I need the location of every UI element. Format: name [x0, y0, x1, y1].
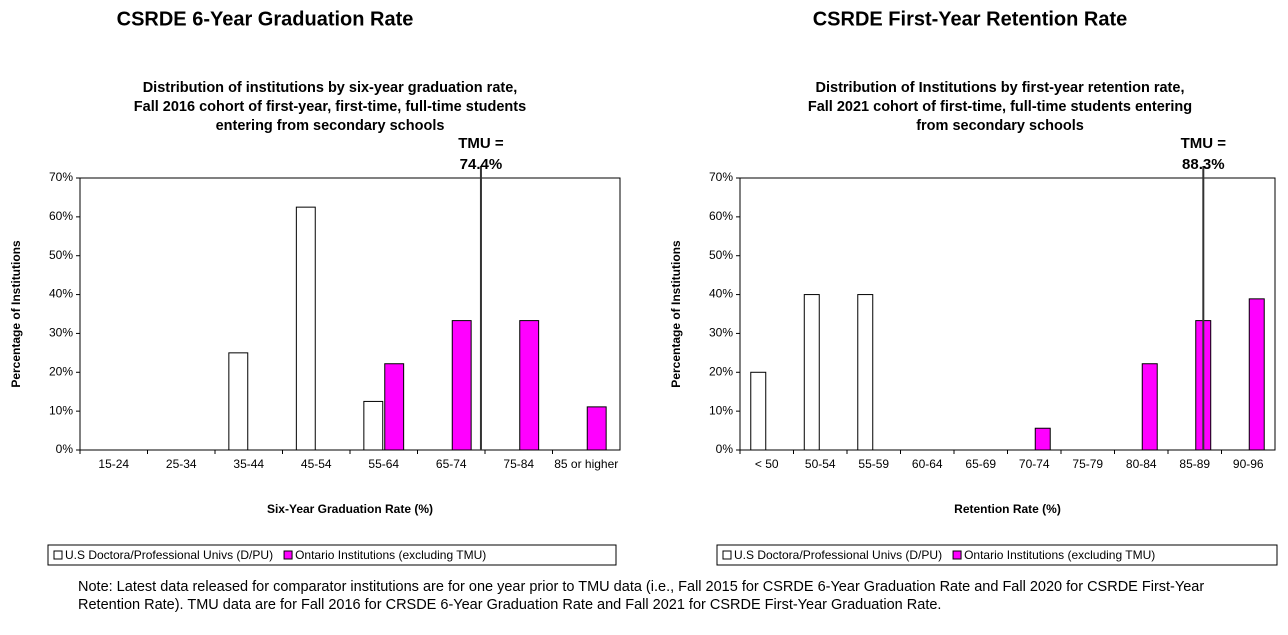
x-tick-label: 55-64 [368, 457, 399, 471]
x-axis-title: Retention Rate (%) [954, 502, 1061, 516]
y-axis-title: Percentage of Institutions [669, 240, 683, 388]
chart-title: from secondary schools [916, 118, 1084, 134]
bar [451, 320, 472, 451]
x-tick-label: 55-59 [858, 457, 889, 471]
x-tick-label: 60-64 [912, 457, 943, 471]
legend-label: U.S Doctora/Professional Univs (D/PU) [734, 548, 942, 562]
y-tick-label: 10% [49, 403, 73, 417]
y-tick-label: 20% [49, 364, 73, 378]
x-tick-label: 85-89 [1179, 457, 1210, 471]
chart-title: Fall 2021 cohort of first-time, full-tim… [808, 99, 1192, 115]
x-tick-label: 70-74 [1019, 457, 1050, 471]
plot-area [739, 177, 1276, 451]
reference-label: TMU = [1181, 135, 1227, 152]
chart-title: Distribution of Institutions by first-ye… [816, 80, 1185, 96]
y-tick-label: 0% [56, 442, 74, 456]
x-tick-label: 45-54 [301, 457, 332, 471]
legend-swatch [283, 550, 293, 560]
reference-label: 88.3% [1182, 156, 1225, 173]
x-tick-label: 35-44 [233, 457, 264, 471]
reference-label: TMU = [458, 135, 504, 152]
heading: CSRDE First-Year Retention Rate [813, 8, 1128, 30]
x-axis-title: Six-Year Graduation Rate (%) [267, 502, 433, 516]
y-tick-label: 30% [49, 326, 73, 340]
x-tick-label: 25-34 [166, 457, 197, 471]
charts: CSRDE 6-Year Graduation Rate Distribution… [9, 8, 1278, 566]
x-tick-label: 65-69 [965, 457, 996, 471]
y-tick-label: 10% [709, 403, 733, 417]
y-tick-label: 0% [716, 442, 734, 456]
bar [519, 320, 540, 451]
y-tick-label: 40% [49, 287, 73, 301]
legend-label: Ontario Institutions (excluding TMU) [295, 548, 486, 562]
x-tick-label: 50-54 [805, 457, 836, 471]
legend-swatch [53, 550, 63, 560]
legend-label: Ontario Institutions (excluding TMU) [964, 548, 1155, 562]
x-tick-label: 15-24 [98, 457, 129, 471]
y-tick-label: 50% [709, 248, 733, 262]
reference-label: 74.4% [460, 156, 503, 173]
heading: CSRDE 6-Year Graduation Rate [117, 8, 414, 30]
legend-swatch [722, 550, 732, 560]
legend-swatch [952, 550, 962, 560]
chart-title: Distribution of institutions by six-year… [143, 80, 518, 96]
bar [803, 294, 820, 451]
bar [228, 352, 249, 451]
x-tick-label: 80-84 [1126, 457, 1157, 471]
bar [1248, 298, 1265, 451]
y-tick-label: 60% [709, 209, 733, 223]
chart-title: entering from secondary schools [216, 118, 445, 134]
y-tick-label: 70% [49, 170, 73, 184]
chart-title: Fall 2016 cohort of first-year, first-ti… [134, 99, 526, 115]
y-tick-label: 70% [709, 170, 733, 184]
y-tick-label: 20% [709, 364, 733, 378]
bar [363, 400, 384, 451]
legend-box [716, 544, 1278, 566]
y-tick-label: 40% [709, 287, 733, 301]
y-tick-label: 50% [49, 248, 73, 262]
legend-label: U.S Doctora/Professional Univs (D/PU) [65, 548, 273, 562]
bar [1034, 427, 1051, 451]
bar [586, 406, 607, 451]
bar [384, 363, 405, 451]
legend-box [47, 544, 617, 566]
note: Note: Latest data released for comparato… [78, 579, 1205, 613]
bar [857, 294, 874, 451]
x-tick-label: 90-96 [1233, 457, 1264, 471]
y-axis-title: Percentage of Institutions [9, 240, 23, 388]
x-tick-label: 85 or higher [554, 457, 618, 471]
bar [1141, 363, 1158, 451]
x-tick-label: 65-74 [436, 457, 467, 471]
x-tick-label: 75-79 [1072, 457, 1103, 471]
x-tick-label: 75-84 [503, 457, 534, 471]
bar [295, 206, 316, 451]
bar [750, 371, 767, 451]
y-tick-label: 60% [49, 209, 73, 223]
y-tick-label: 30% [709, 326, 733, 340]
x-tick-label: < 50 [755, 457, 779, 471]
